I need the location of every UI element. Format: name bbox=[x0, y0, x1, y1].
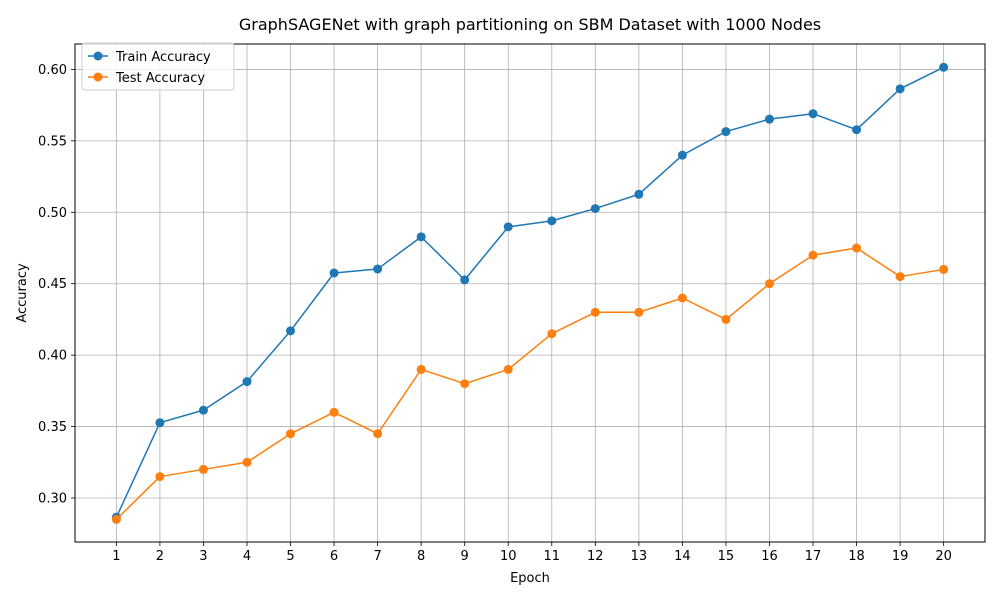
train-accuracy-point bbox=[329, 268, 339, 278]
test-accuracy-point bbox=[895, 272, 905, 282]
y-tick-label: 0.35 bbox=[38, 420, 67, 435]
x-tick-label: 19 bbox=[892, 549, 909, 564]
chart-title: GraphSAGENet with graph partitioning on … bbox=[239, 15, 821, 34]
legend-box bbox=[81, 42, 235, 91]
y-tick-label: 0.55 bbox=[38, 134, 67, 149]
legend-label-test: Test Accuracy bbox=[115, 71, 205, 86]
test-accuracy-point bbox=[721, 314, 731, 324]
x-tick-label: 5 bbox=[286, 549, 294, 564]
x-tick-label: 16 bbox=[761, 549, 778, 564]
x-tick-label: 3 bbox=[199, 549, 207, 564]
test-accuracy-point bbox=[242, 457, 252, 467]
y-tick-label: 0.40 bbox=[38, 349, 67, 364]
x-tick-label: 7 bbox=[373, 549, 381, 564]
x-tick-label: 18 bbox=[848, 549, 865, 564]
grid bbox=[75, 44, 985, 542]
x-tick-label: 12 bbox=[587, 549, 604, 564]
test-accuracy-point bbox=[416, 364, 426, 374]
x-tick-label: 2 bbox=[156, 549, 164, 564]
test-accuracy-point bbox=[503, 364, 513, 374]
x-tick-label: 11 bbox=[543, 549, 560, 564]
train-accuracy-line bbox=[115, 66, 944, 518]
train-accuracy-point bbox=[460, 275, 470, 285]
legend-label-train: Train Accuracy bbox=[115, 50, 211, 65]
train-accuracy-point bbox=[286, 326, 296, 336]
x-tick-label: 20 bbox=[935, 549, 952, 564]
test-accuracy-point bbox=[852, 243, 862, 253]
train-accuracy-point bbox=[677, 150, 687, 160]
train-accuracy-point bbox=[155, 418, 165, 428]
train-accuracy-point bbox=[503, 222, 513, 232]
test-accuracy-point bbox=[677, 293, 687, 303]
test-accuracy-point bbox=[111, 514, 121, 524]
x-tick-label: 13 bbox=[631, 549, 648, 564]
y-tick-label: 0.60 bbox=[38, 63, 67, 78]
y-tick-label: 0.30 bbox=[38, 492, 67, 507]
x-axis-label: Epoch bbox=[510, 571, 550, 586]
y-tick-label: 0.45 bbox=[38, 277, 67, 292]
train-accuracy-point bbox=[852, 125, 862, 135]
x-tick-label: 14 bbox=[674, 549, 691, 564]
train-accuracy-point bbox=[721, 127, 731, 137]
test-accuracy-point bbox=[547, 329, 557, 339]
train-accuracy-point bbox=[634, 189, 644, 199]
test-accuracy-line bbox=[115, 247, 944, 520]
test-accuracy-point bbox=[808, 250, 818, 260]
x-tick-label: 10 bbox=[500, 549, 517, 564]
series-layer bbox=[111, 62, 949, 524]
x-tick-label: 15 bbox=[718, 549, 735, 564]
x-tick-label: 9 bbox=[461, 549, 469, 564]
test-accuracy-point bbox=[634, 307, 644, 317]
train-accuracy-point bbox=[547, 216, 557, 226]
train-accuracy-point bbox=[590, 204, 600, 214]
test-accuracy-point bbox=[460, 379, 470, 389]
y-axis-label: Accuracy bbox=[15, 263, 30, 323]
x-tick-label: 17 bbox=[805, 549, 822, 564]
x-tick-label: 1 bbox=[112, 549, 120, 564]
train-accuracy-point bbox=[808, 109, 818, 119]
train-accuracy-point bbox=[895, 84, 905, 94]
test-accuracy-point bbox=[286, 429, 296, 439]
train-accuracy-point bbox=[939, 62, 949, 72]
test-accuracy-point bbox=[329, 407, 339, 417]
x-tick-label: 8 bbox=[417, 549, 425, 564]
legend-marker-train bbox=[93, 51, 103, 61]
train-accuracy-point bbox=[242, 377, 252, 387]
train-accuracy-point bbox=[198, 405, 208, 415]
test-accuracy-point bbox=[198, 464, 208, 474]
x-tick-label: 6 bbox=[330, 549, 338, 564]
train-accuracy-point bbox=[373, 264, 383, 274]
plot-frame bbox=[74, 43, 986, 543]
test-accuracy-point bbox=[764, 279, 774, 289]
x-tick-label: 4 bbox=[243, 549, 251, 564]
train-accuracy-point bbox=[416, 232, 426, 242]
legend: Train Accuracy Test Accuracy bbox=[81, 42, 235, 91]
test-accuracy-point bbox=[939, 264, 949, 274]
axis-ticks: 1 2 3 4 5 6 7 8 9 10 11 12 13 14 15 16 17 18 19 200.300.350… bbox=[38, 63, 952, 564]
legend-marker-test bbox=[93, 72, 103, 82]
test-accuracy-point bbox=[373, 429, 383, 439]
test-accuracy-point bbox=[155, 472, 165, 482]
test-accuracy-point bbox=[590, 307, 600, 317]
train-accuracy-point bbox=[764, 114, 774, 124]
y-tick-label: 0.50 bbox=[38, 206, 67, 221]
